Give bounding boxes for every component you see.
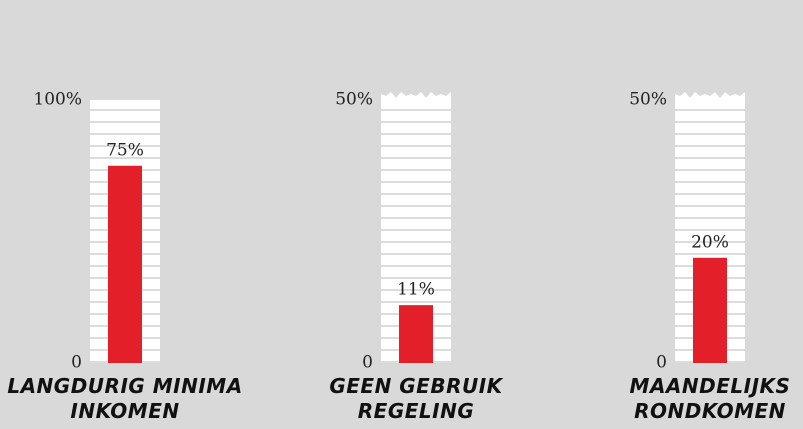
y-tick-label: 0 — [656, 353, 667, 373]
y-tick-label: 100% — [33, 90, 82, 110]
page: 0100%75%050%11%050%20% (() => { const da… — [0, 0, 803, 429]
chart-title: MAANDELIJKS RONDKOMEN — [590, 374, 803, 424]
y-tick-label: 50% — [629, 90, 667, 110]
y-tick-label: 0 — [71, 353, 82, 373]
bar — [108, 166, 142, 363]
torn-edge — [381, 92, 451, 100]
chart-title: LANGDURIG MINIMA INKOMEN — [5, 374, 245, 424]
y-tick-label: 50% — [335, 90, 373, 110]
value-label: 75% — [106, 140, 144, 160]
chart: 0 100% 75% 0 50% 11% 0 50% 20% — [0, 0, 803, 429]
torn-edge — [675, 92, 745, 100]
value-label: 20% — [691, 232, 729, 252]
value-label: 11% — [397, 280, 435, 300]
chart-title: GEEN GEBRUIK REGELING — [296, 374, 536, 424]
bar — [399, 305, 433, 363]
y-tick-label: 0 — [362, 353, 373, 373]
bar — [693, 258, 727, 363]
